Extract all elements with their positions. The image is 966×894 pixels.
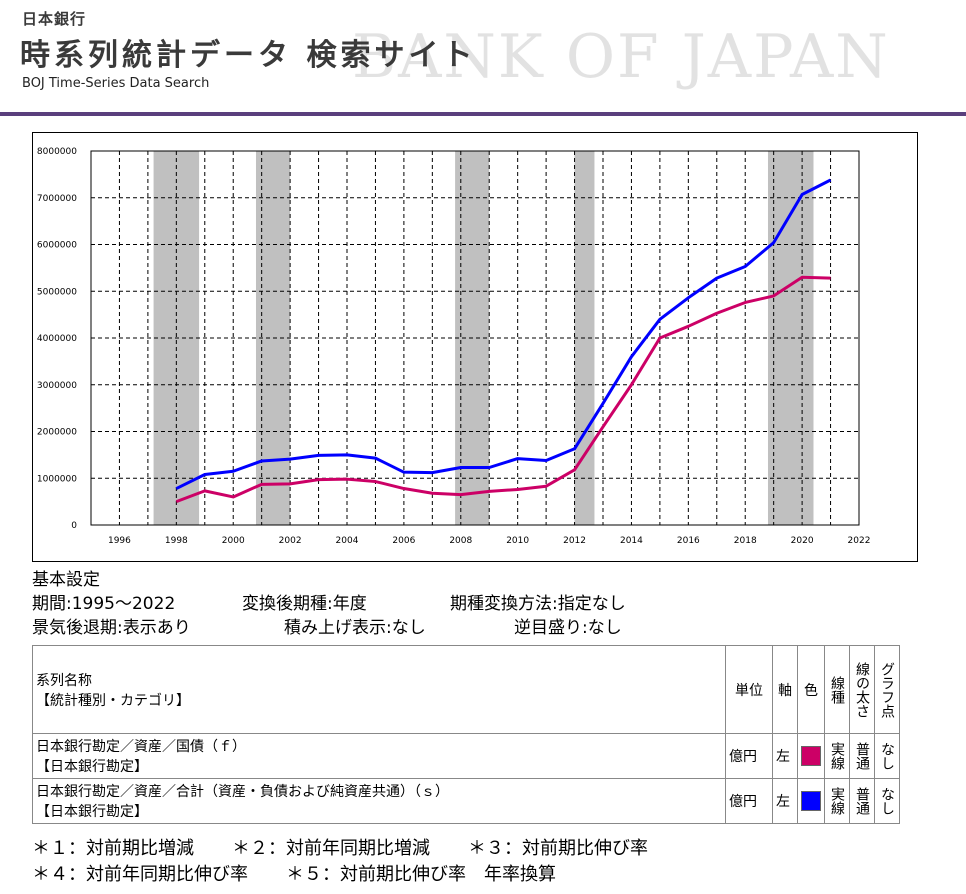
setting-conv-freq: 変換後期種:年度: [242, 594, 367, 614]
header-series-name-line2: 【統計種別・カテゴリ】: [36, 692, 190, 709]
x-tick-label: 1998: [165, 536, 188, 546]
x-tick-label: 2000: [222, 536, 245, 546]
page-title: 時系列統計データ 検索サイト: [20, 38, 477, 73]
x-tick-label: 2018: [734, 536, 757, 546]
series-line-1: [175, 275, 831, 504]
chart-panel: 0 1000000 2000000 3000000 4000000 5000000 6000…: [32, 132, 918, 562]
x-tick-label: 2014: [620, 536, 643, 546]
x-tick-label: 2016: [677, 536, 700, 546]
table-row: 日本銀行勘定／資産／国債（ｆ） 【日本銀行勘定】 億円 左 実線 普通 なし: [32, 733, 900, 779]
series-line-type-text: 実線: [829, 742, 845, 770]
series-table: 系列名称 【統計種別・カテゴリ】 単位 軸 色 線種 線の太さ グラフ点 日本銀…: [32, 645, 900, 824]
series-name: 日本銀行勘定／資産／合計（資産・負債および純資産共通）（ｓ）: [36, 784, 449, 800]
header-color: 色: [797, 645, 825, 734]
series-name-cell: 日本銀行勘定／資産／合計（資産・負債および純資産共通）（ｓ） 【日本銀行勘定】: [32, 778, 726, 824]
x-tick-label: 2004: [336, 536, 359, 546]
x-tick-label: 2002: [279, 536, 302, 546]
series-line-type: 実線: [824, 778, 850, 824]
series-color-swatch: [801, 746, 821, 766]
x-tick-label: 2012: [563, 536, 586, 546]
setting-conv-method: 期種変換方法:指定なし: [450, 594, 626, 614]
series-unit: 億円: [725, 733, 773, 779]
header-graph-points-text: グラフ点: [879, 661, 895, 718]
header-divider: [0, 112, 966, 116]
y-tick-label: 7000000: [37, 194, 77, 204]
page-header: BANK OF JAPAN 日本銀行 時系列統計データ 検索サイト BOJ Ti…: [0, 0, 966, 112]
y-tick-label: 4000000: [37, 334, 77, 344]
series-points: なし: [874, 733, 900, 779]
header-series-name-line1: 系列名称: [36, 672, 92, 689]
series-line-width: 普通: [849, 733, 875, 779]
settings-heading: 基本設定: [32, 570, 100, 590]
series-name: 日本銀行勘定／資産／国債（ｆ）: [36, 739, 246, 755]
setting-stacked: 積み上げ表示:なし: [284, 618, 426, 638]
y-tick-label: 3000000: [37, 381, 77, 391]
settings-panel: 基本設定 期間:1995～2022 変換後期種:年度 期種変換方法:指定なし 景気後…: [32, 568, 626, 640]
series-color-cell: [797, 733, 825, 779]
series-unit: 億円: [725, 778, 773, 824]
y-tick-label: 0: [71, 521, 77, 531]
footnote-1: ＊１：対前期比増減: [32, 838, 194, 859]
series-color-swatch: [801, 791, 821, 811]
table-header-row: 系列名称 【統計種別・カテゴリ】 単位 軸 色 線種 線の太さ グラフ点: [32, 645, 900, 734]
line-chart: 0 1000000 2000000 3000000 4000000 5000000 6000…: [37, 147, 871, 546]
series-points-text: なし: [879, 787, 895, 815]
header-line-type-text: 線種: [829, 675, 845, 704]
series-line-type: 実線: [824, 733, 850, 779]
y-tick-label: 6000000: [37, 241, 77, 251]
header-subtitle-en: BOJ Time-Series Data Search: [22, 76, 210, 91]
x-tick-label: 2008: [449, 536, 472, 546]
header-unit: 単位: [725, 645, 773, 734]
footnotes: ＊１：対前期比増減 ＊２：対前年同期比増減 ＊３：対前期比伸び率 ＊４：対前年同期比…: [32, 836, 686, 888]
series-name-cell: 日本銀行勘定／資産／国債（ｆ） 【日本銀行勘定】: [32, 733, 726, 779]
series-axis: 左: [772, 733, 798, 779]
setting-reverse: 逆目盛り:なし: [514, 618, 622, 638]
series-category: 【日本銀行勘定】: [36, 804, 148, 820]
header-line-width: 線の太さ: [849, 645, 875, 734]
x-tick-label: 1996: [108, 536, 131, 546]
header-line-width-text: 線の太さ: [854, 661, 870, 718]
header-graph-points: グラフ点: [874, 645, 900, 734]
footnote-2: ＊２：対前年同期比増減: [232, 838, 430, 859]
plot-area-frame: [90, 150, 860, 526]
y-tick-label: 8000000: [37, 147, 77, 157]
header-org: 日本銀行: [22, 10, 87, 28]
footnote-3: ＊３：対前期比伸び率: [468, 838, 648, 859]
table-row: 日本銀行勘定／資産／合計（資産・負債および純資産共通）（ｓ） 【日本銀行勘定】 …: [32, 778, 900, 824]
setting-recession: 景気後退期:表示あり: [32, 618, 191, 638]
setting-period: 期間:1995～2022: [32, 594, 176, 614]
series-color-cell: [797, 778, 825, 824]
header-series-name: 系列名称 【統計種別・カテゴリ】: [32, 645, 726, 734]
series-points-text: なし: [879, 742, 895, 770]
series-line-width-text: 普通: [854, 787, 870, 815]
series-line-width-text: 普通: [854, 742, 870, 770]
header-line-type: 線種: [824, 645, 850, 734]
header-axis: 軸: [772, 645, 798, 734]
series-line-type-text: 実線: [829, 787, 845, 815]
y-tick-label: 5000000: [37, 287, 77, 297]
series-axis: 左: [772, 778, 798, 824]
series-category: 【日本銀行勘定】: [36, 759, 148, 775]
y-tick-label: 1000000: [37, 474, 77, 484]
x-tick-label: 2022: [848, 536, 871, 546]
x-tick-label: 2006: [392, 536, 415, 546]
series-line-width: 普通: [849, 778, 875, 824]
x-tick-label: 2010: [506, 536, 529, 546]
footnote-4: ＊４：対前年同期比伸び率: [32, 864, 248, 885]
series-line-2: [175, 178, 832, 490]
series-points: なし: [874, 778, 900, 824]
y-tick-label: 2000000: [37, 428, 77, 438]
footnote-5: ＊５：対前期比伸び率 年率換算: [286, 864, 556, 885]
x-tick-label: 2020: [791, 536, 814, 546]
header-watermark: BANK OF JAPAN: [352, 22, 890, 92]
